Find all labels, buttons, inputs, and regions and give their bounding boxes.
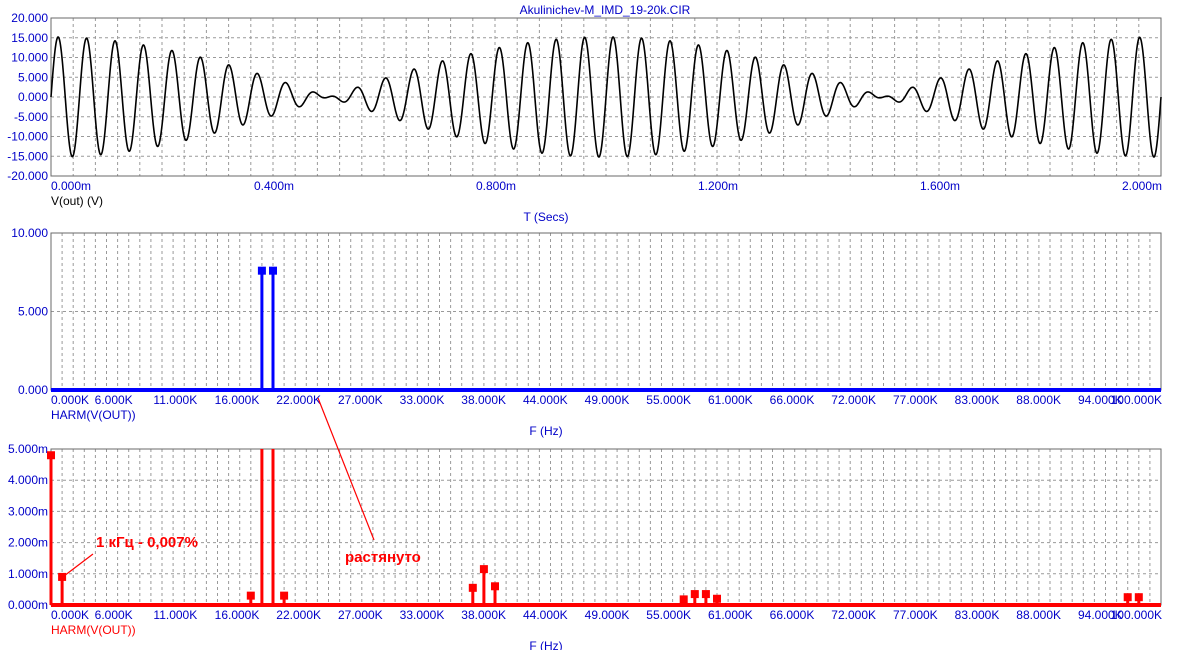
x-tick-label: 66.000K: [770, 393, 815, 407]
stretch-annotation: растянуто: [345, 549, 421, 566]
y-tick-label: -15.000: [7, 149, 48, 163]
x-tick-label: 16.000K: [215, 393, 260, 407]
y-tick-label: 20.000: [11, 11, 48, 25]
x-tick-label: 6.000K: [95, 608, 133, 622]
x-tick-label: 77.000K: [893, 393, 938, 407]
y-tick-label: -5.000: [14, 110, 48, 124]
zoom-spectrum-marker: [58, 572, 67, 581]
y-tick-label: 2.000m: [8, 536, 48, 550]
x-tick-label: 61.000K: [708, 608, 753, 622]
x-tick-label: 49.000K: [585, 608, 630, 622]
x-tick-label: 61.000K: [708, 393, 753, 407]
y-tick-label: 3.000m: [8, 504, 48, 518]
x-tick-label: 22.000K: [276, 393, 321, 407]
time-domain-plot: 20.000 15.000 10.000 5.000 0.000 -5.000 -10.00…: [7, 11, 1162, 224]
x-tick-label: 33.000K: [400, 608, 445, 622]
x-tick-label: 0.000K: [51, 608, 89, 622]
x-axis-label: F (Hz): [529, 424, 562, 438]
x-tick-label: 1.200m: [698, 179, 738, 193]
y-tick-label: 0.000: [18, 90, 48, 104]
vout-waveform: [50, 36, 1162, 158]
x-axis-label: T (Secs): [523, 210, 568, 224]
x-tick-label: 94.000K: [1078, 608, 1123, 622]
zoom-spectrum-marker: [1123, 593, 1132, 602]
y-tick-label: 5.000m: [8, 442, 48, 456]
x-tick-label: 55.000K: [646, 608, 691, 622]
x-tick-label: 38.000K: [461, 393, 506, 407]
zoom-spectrum-marker: [713, 594, 721, 603]
imd-pointer-line: [63, 553, 94, 577]
imd-annotation: 1 кГц - 0,007%: [96, 534, 198, 551]
zoom-spectrum-marker: [701, 590, 710, 599]
y-tick-label: 0.000m: [8, 598, 48, 612]
x-tick-label: 33.000K: [400, 393, 445, 407]
x-tick-label: 27.000K: [338, 393, 383, 407]
x-tick-label: 6.000K: [95, 393, 133, 407]
x-tick-label: 100.000K: [1111, 608, 1162, 622]
x-tick-label: 2.000m: [1122, 179, 1162, 193]
x-tick-label: 49.000K: [585, 393, 630, 407]
zoom-spectrum-marker: [679, 595, 688, 604]
x-tick-label: 0.400m: [254, 179, 294, 193]
x-tick-label: 72.000K: [831, 608, 876, 622]
x-axis-label: F (Hz): [529, 639, 562, 650]
y-tick-label: 4.000m: [8, 473, 48, 487]
x-tick-label: 77.000K: [893, 608, 938, 622]
zoom-spectrum-marker: [1134, 593, 1143, 602]
y-tick-label: 5.000: [18, 70, 48, 84]
x-tick-label: 72.000K: [831, 393, 876, 407]
x-tick-label: 44.000K: [523, 608, 568, 622]
spectrum-zoom-plot: 5.000m 4.000m 3.000m 2.000m 1.000m 0.000m0.00…: [8, 442, 1162, 650]
y-tick-label: 15.000: [11, 31, 48, 45]
zoom-spectrum-marker: [246, 591, 255, 600]
x-tick-label: 44.000K: [523, 393, 568, 407]
y-tick-label: 0.000: [18, 383, 48, 397]
spectrum-marker: [269, 266, 277, 275]
window-title: Akulinichev-M_IMD_19-20k.CIR: [520, 3, 691, 17]
zoom-spectrum-marker: [690, 590, 699, 599]
x-tick-label: 22.000K: [276, 608, 321, 622]
x-tick-label: 83.000K: [955, 608, 1000, 622]
x-tick-label: 11.000K: [153, 608, 197, 622]
zoom-spectrum-marker: [491, 582, 499, 591]
y-tick-label: -10.000: [7, 130, 48, 144]
y-tick-label: 5.000: [18, 305, 48, 319]
x-tick-label: 88.000K: [1016, 608, 1061, 622]
stretch-pointer-line: [317, 397, 375, 541]
x-tick-label: 16.000K: [215, 608, 260, 622]
x-tick-label: 0.800m: [476, 179, 516, 193]
x-tick-label: 100.000K: [1111, 393, 1162, 407]
zoom-spectrum-marker: [280, 591, 289, 600]
x-tick-label: 0.000m: [51, 179, 91, 193]
x-tick-label: 88.000K: [1016, 393, 1061, 407]
x-tick-label: 55.000K: [646, 393, 691, 407]
y-tick-label: 1.000m: [8, 567, 48, 581]
x-tick-label: 38.000K: [461, 608, 506, 622]
y-tick-label: -20.000: [7, 169, 48, 183]
x-tick-label: 94.000K: [1078, 393, 1123, 407]
x-tick-label: 1.600m: [920, 179, 960, 193]
x-tick-label: 11.000K: [153, 393, 197, 407]
annotations: растянуто 1 кГц - 0,007%: [63, 397, 421, 577]
x-tick-label: 0.000K: [51, 393, 89, 407]
spectrum-marker: [257, 266, 266, 275]
series-label: V(out) (V): [51, 194, 103, 208]
series-label: HARM(V(OUT)): [51, 623, 136, 637]
zoom-spectrum-marker: [468, 583, 477, 592]
zoom-spectrum-marker: [47, 451, 55, 460]
x-tick-label: 27.000K: [338, 608, 383, 622]
x-tick-label: 83.000K: [955, 393, 1000, 407]
series-label: HARM(V(OUT)): [51, 408, 136, 422]
y-tick-label: 10.000: [11, 51, 48, 65]
zoom-spectrum-marker: [479, 565, 488, 574]
x-tick-label: 66.000K: [770, 608, 815, 622]
y-tick-label: 10.000: [11, 226, 48, 240]
